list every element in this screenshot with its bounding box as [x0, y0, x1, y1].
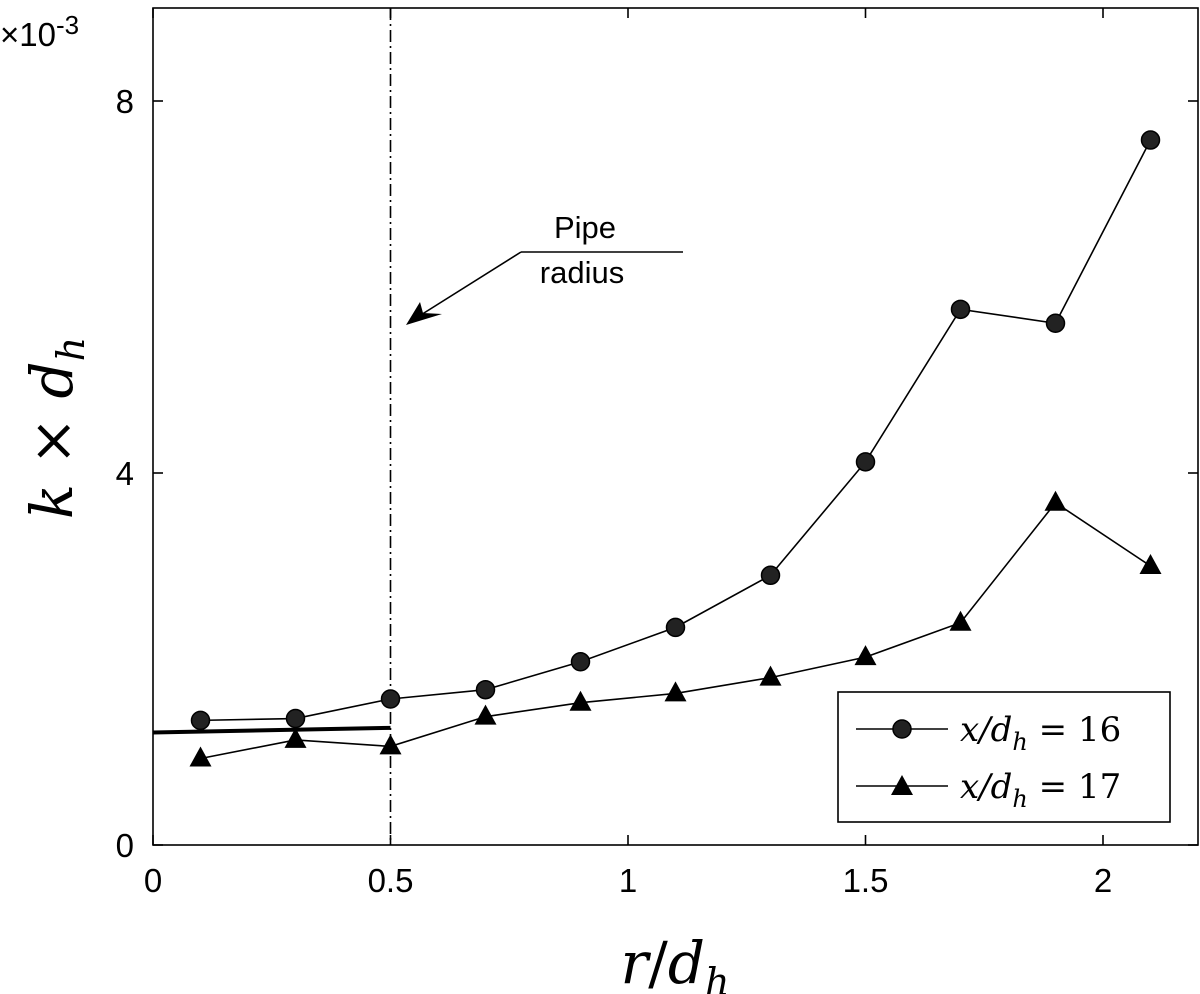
data-point-circle — [855, 452, 876, 472]
legend-16-sub: h — [1012, 728, 1027, 756]
ticks-layer: 0 0.5 1 1.5 2 0 4 8 — [116, 8, 1198, 899]
legend-marker-circle — [892, 719, 912, 739]
y-label-times: × — [18, 398, 86, 483]
data-point-circle — [950, 299, 971, 320]
legend-16-suffix: = 16 — [1028, 710, 1121, 750]
legend-entry-17: x/dh = 17 — [856, 767, 1121, 813]
y-tick-label: 8 — [116, 83, 134, 120]
x-tick-label: 0.5 — [368, 862, 414, 899]
x-label-r: r — [621, 929, 652, 994]
data-point-circle — [475, 679, 496, 700]
data-point-circle — [285, 708, 306, 729]
data-point-triangle — [474, 704, 497, 725]
data-point-circle — [1140, 130, 1161, 150]
x-axis-label: r/dh — [621, 929, 730, 994]
data-point-triangle — [379, 734, 402, 755]
x-tick-label: 1 — [619, 862, 637, 899]
y-label-k: k — [18, 484, 86, 519]
y-axis-label: k × dh — [18, 337, 93, 519]
series-layer — [189, 130, 1162, 767]
legend-17-prefix: x/d — [960, 767, 1012, 807]
annotation-arrowhead — [406, 302, 442, 325]
pipe-radius-annotation: Pipe radius — [406, 210, 683, 325]
y-exponent-base: ×10 — [0, 16, 56, 53]
data-point-circle — [190, 710, 211, 731]
svg-text:r/dh: r/dh — [621, 929, 730, 994]
data-point-triangle — [284, 727, 307, 748]
annotation-line-1: Pipe — [554, 210, 616, 245]
series-1 — [189, 490, 1162, 767]
x-tick-label: 0 — [144, 862, 162, 899]
data-point-triangle — [759, 665, 782, 686]
data-point-circle — [760, 565, 781, 586]
y-axis-exponent: ×10-3 — [0, 10, 79, 53]
x-tick-label: 1.5 — [843, 862, 889, 899]
svg-text:k × dh: k × dh — [18, 337, 93, 519]
annotation-arrow-shaft — [415, 251, 522, 319]
plot-area-frame — [152, 7, 1199, 846]
y-tick-label: 0 — [116, 827, 134, 864]
data-point-triangle — [1044, 490, 1067, 511]
legend-box — [837, 691, 1171, 823]
x-label-d: d — [668, 929, 705, 994]
x-label-slash: / — [648, 929, 668, 994]
data-point-triangle — [664, 681, 687, 702]
data-point-triangle — [1139, 554, 1162, 574]
reference-line-layer — [152, 725, 391, 735]
reference-line — [152, 725, 391, 735]
data-point-circle — [665, 617, 686, 638]
annotation-line-2: radius — [540, 255, 624, 290]
svg-text:x/dh = 17: x/dh = 17 — [960, 767, 1121, 813]
y-tick-label: 4 — [116, 455, 134, 492]
data-point-circle — [380, 689, 401, 709]
data-point-triangle — [189, 746, 212, 767]
legend-17-sub: h — [1012, 785, 1027, 813]
data-point-circle — [1045, 313, 1066, 334]
data-point-triangle — [949, 610, 972, 631]
data-point-triangle — [569, 690, 592, 711]
legend-marker-triangle — [891, 775, 913, 795]
legend: x/dh = 16 x/dh = 17 — [837, 691, 1171, 823]
y-label-sub-h: h — [49, 337, 93, 361]
svg-text:x/dh = 16: x/dh = 16 — [960, 710, 1121, 756]
legend-entry-16: x/dh = 16 — [856, 710, 1121, 756]
legend-16-prefix: x/d — [960, 710, 1012, 750]
series-0 — [190, 130, 1161, 731]
y-exponent-power: -3 — [56, 10, 79, 40]
data-point-triangle — [854, 645, 877, 666]
data-point-circle — [570, 652, 591, 672]
x-label-sub-h: h — [705, 960, 729, 994]
x-tick-label: 2 — [1094, 862, 1112, 899]
y-label-d: d — [18, 361, 86, 398]
legend-17-suffix: = 17 — [1028, 767, 1121, 807]
